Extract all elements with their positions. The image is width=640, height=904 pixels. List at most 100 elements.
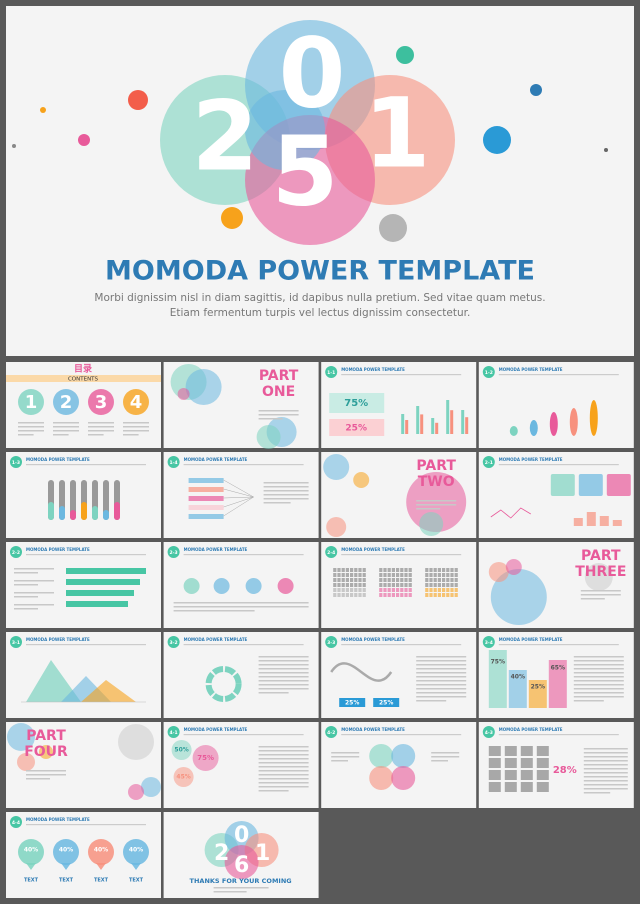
pill-fill — [70, 510, 76, 520]
text-line — [183, 644, 304, 646]
text-line — [258, 668, 309, 670]
cell — [387, 578, 391, 582]
decor-circle — [177, 388, 190, 400]
number: 2 — [60, 392, 73, 413]
text-line — [583, 764, 628, 766]
text-line — [173, 606, 309, 608]
drop — [183, 578, 200, 594]
badge — [325, 546, 338, 558]
text-line — [26, 778, 50, 780]
cell — [391, 573, 395, 577]
bar — [188, 478, 224, 483]
cell — [337, 588, 341, 592]
cell — [433, 578, 437, 582]
cell — [536, 782, 549, 792]
cell — [350, 583, 354, 587]
slide-thumbnail: 4-2 MOMODA POWER TEMPLATE — [321, 722, 477, 808]
bar — [612, 520, 622, 526]
text-line — [53, 430, 79, 432]
part-word: TWO — [418, 474, 455, 490]
cell — [437, 573, 441, 577]
cell — [404, 573, 408, 577]
cell — [425, 588, 429, 592]
box — [578, 474, 603, 496]
badge — [167, 456, 180, 468]
badge — [482, 456, 495, 468]
pill — [70, 480, 76, 520]
value-label: TEXT — [94, 878, 109, 884]
text-line — [583, 780, 628, 782]
cell — [404, 578, 408, 582]
bar — [465, 417, 469, 434]
text-line — [258, 778, 309, 780]
cell — [341, 573, 345, 577]
quad — [391, 744, 416, 768]
decor-dot — [604, 148, 608, 152]
cell — [341, 583, 345, 587]
cell — [362, 593, 366, 597]
text-line — [498, 644, 619, 646]
cell — [341, 588, 345, 592]
pill — [103, 480, 109, 520]
badge — [325, 636, 338, 648]
cell — [433, 583, 437, 587]
slide-thumbnail: 4-1 MOMODA POWER TEMPLATE 50% 75% 45% — [163, 722, 319, 808]
slide-heading: MOMODA POWER TEMPLATE — [26, 457, 90, 462]
text-line — [431, 760, 448, 762]
badge — [10, 456, 22, 468]
bar — [450, 410, 454, 434]
cell — [433, 593, 437, 597]
text-line — [573, 696, 624, 698]
bar — [528, 680, 547, 708]
cell — [504, 746, 517, 756]
cell — [400, 588, 404, 592]
text-line — [573, 660, 624, 662]
text-line — [173, 602, 309, 604]
cell — [396, 568, 400, 572]
cell — [429, 573, 433, 577]
text-line — [263, 482, 309, 484]
value-label: 50% — [174, 747, 188, 754]
decor-dot — [530, 84, 542, 96]
cell — [404, 583, 408, 587]
cell — [362, 568, 366, 572]
cell — [520, 770, 533, 780]
text-line — [580, 594, 621, 596]
badge-label: 2-2 — [12, 550, 20, 556]
text-line — [573, 688, 624, 690]
text-line — [331, 752, 360, 754]
bar — [66, 568, 146, 574]
cell — [354, 578, 358, 582]
cell — [429, 593, 433, 597]
cell — [450, 568, 454, 572]
text-line — [258, 762, 309, 764]
hexagon — [173, 767, 194, 787]
cell — [504, 770, 517, 780]
cell — [536, 746, 549, 756]
text-line — [258, 680, 309, 682]
cell — [429, 588, 433, 592]
bar — [188, 514, 224, 519]
cell — [425, 583, 429, 587]
value-label: 25% — [379, 700, 393, 707]
hexagon — [192, 745, 219, 771]
text-line — [431, 756, 460, 758]
text-line — [573, 692, 624, 694]
cell — [433, 573, 437, 577]
text-line — [416, 700, 447, 702]
panel — [329, 419, 385, 436]
slide-thumbnail: 4-3 MOMODA POWER TEMPLATE 28% — [478, 722, 634, 808]
cell — [358, 568, 362, 572]
bar — [488, 650, 507, 708]
text-line — [53, 426, 79, 428]
bar — [446, 400, 450, 434]
cell — [337, 583, 341, 587]
text-line — [583, 792, 611, 794]
digit: 2 — [214, 841, 229, 866]
slide-heading: MOMODA POWER TEMPLATE — [499, 457, 563, 462]
text-line — [123, 434, 139, 436]
cell — [408, 578, 412, 582]
bar — [508, 670, 527, 708]
text-line — [583, 776, 628, 778]
